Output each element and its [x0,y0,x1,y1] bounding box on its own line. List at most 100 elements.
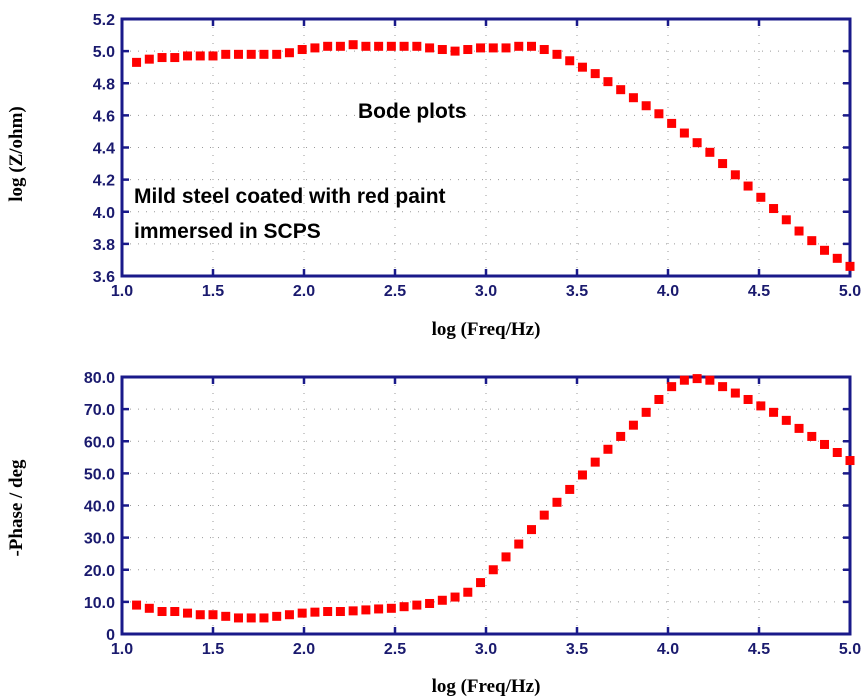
phase-data-point [539,510,549,520]
phase-data-point [794,423,804,433]
impedance-data-point [705,147,715,157]
phase-data-point [335,607,345,617]
impedance-y-tick-label: 3.8 [93,237,115,254]
impedance-y-tick-label: 5.2 [93,12,115,29]
impedance-markers [132,40,855,271]
impedance-data-point [297,45,307,55]
impedance-data-point [539,45,549,55]
impedance-data-point [348,40,358,50]
phase-y-tick-label: 40.0 [84,499,115,516]
sample-description-line1: Mild steel coated with red paint [134,185,446,208]
phase-data-point [654,394,664,404]
impedance-data-point [450,46,460,56]
impedance-data-point [616,85,626,95]
impedance-data-point [565,56,575,66]
phase-data-point [348,606,358,616]
impedance-data-point [310,43,320,53]
phase-data-point [845,456,855,466]
phase-panel: 1.0 1.5 2.0 2.5 3.0 3.5 4.0 4.5 5.0 0 10.0 20.0 30.… [6,370,861,697]
impedance-data-point [488,43,498,53]
impedance-data-point [628,93,638,103]
phase-x-tick-label: 5.0 [839,641,861,658]
phase-data-point [832,447,842,457]
phase-data-point [361,605,371,615]
phase-y-tick-labels: 0 10.0 20.0 30.0 40.0 50.0 60.0 70.0 80.0 [84,370,115,644]
phase-data-point [527,525,536,535]
impedance-data-point [284,48,294,58]
phase-data-point [730,388,740,398]
phase-data-point [756,401,766,411]
phase-data-point [667,382,677,392]
impedance-y-tick-label: 4.0 [93,205,115,222]
phase-data-point [718,382,728,392]
phase-data-point [144,603,154,613]
phase-x-tick-label: 1.0 [111,641,133,658]
phase-data-point [705,375,715,385]
impedance-data-point [323,41,333,51]
impedance-data-point [374,41,384,51]
impedance-x-tick-labels: 1.0 1.5 2.0 2.5 3.0 3.5 4.0 4.5 5.0 [111,283,861,300]
impedance-data-point [144,54,154,64]
phase-data-point [246,613,256,623]
impedance-data-point [667,118,677,128]
phase-x-tick-label: 2.5 [384,641,406,658]
phase-y-axis-title: -Phase / deg [6,459,27,557]
phase-data-point [692,374,702,384]
impedance-data-point [603,77,613,87]
phase-data-point [183,608,193,618]
phase-data-point [590,457,600,467]
phase-y-tick-label: 80.0 [84,370,115,387]
impedance-data-point [845,261,855,271]
impedance-data-point [259,49,269,59]
impedance-y-axis-title: log (Z/ohm) [6,106,27,202]
impedance-data-point [386,41,396,51]
impedance-data-point [781,215,791,225]
impedance-data-point [157,53,167,63]
phase-data-point [820,439,830,449]
phase-y-tick-label: 30.0 [84,531,115,548]
impedance-data-point [437,45,447,55]
phase-data-point [807,431,817,441]
phase-y-tick-label: 50.0 [84,466,115,483]
phase-data-point [132,600,142,610]
impedance-data-point [514,41,524,51]
phase-data-point [476,578,486,588]
phase-data-point [450,592,460,602]
impedance-x-tick-label: 4.0 [657,283,679,300]
impedance-x-tick-label: 5.0 [839,283,861,300]
impedance-grid [122,19,850,276]
sample-description-line2: immersed in SCPS [134,220,321,243]
phase-data-point [437,595,447,605]
phase-data-point [603,444,613,454]
impedance-x-tick-label: 3.5 [566,283,588,300]
phase-data-point [297,608,307,618]
phase-y-tick-label: 20.0 [84,563,115,580]
phase-y-tick-label: 0 [106,627,115,644]
phase-data-point [310,607,320,617]
impedance-data-point [361,41,371,51]
phase-data-point [233,613,243,623]
impedance-y-tick-label: 4.2 [93,173,115,190]
impedance-x-axis-title: log (Freq/Hz) [432,319,541,340]
impedance-x-tick-label: 1.5 [202,283,224,300]
impedance-data-point [552,49,562,59]
phase-data-point [501,552,511,562]
phase-data-point [743,394,753,404]
chart-title-annotation: Bode plots [358,100,467,123]
impedance-data-point [412,41,422,51]
impedance-data-point [692,138,702,148]
impedance-x-tick-label: 1.0 [111,283,133,300]
impedance-x-tick-label: 4.5 [748,283,770,300]
impedance-data-point [590,69,600,79]
phase-data-point [769,407,779,417]
impedance-data-point [527,41,536,51]
phase-data-point [259,613,269,623]
impedance-data-point [501,43,511,53]
impedance-data-point [794,226,804,236]
phase-data-point [552,497,562,507]
impedance-data-point [654,109,664,119]
phase-x-axis-title: log (Freq/Hz) [432,676,541,697]
phase-x-tick-label: 3.0 [475,641,497,658]
impedance-data-point [718,159,728,169]
